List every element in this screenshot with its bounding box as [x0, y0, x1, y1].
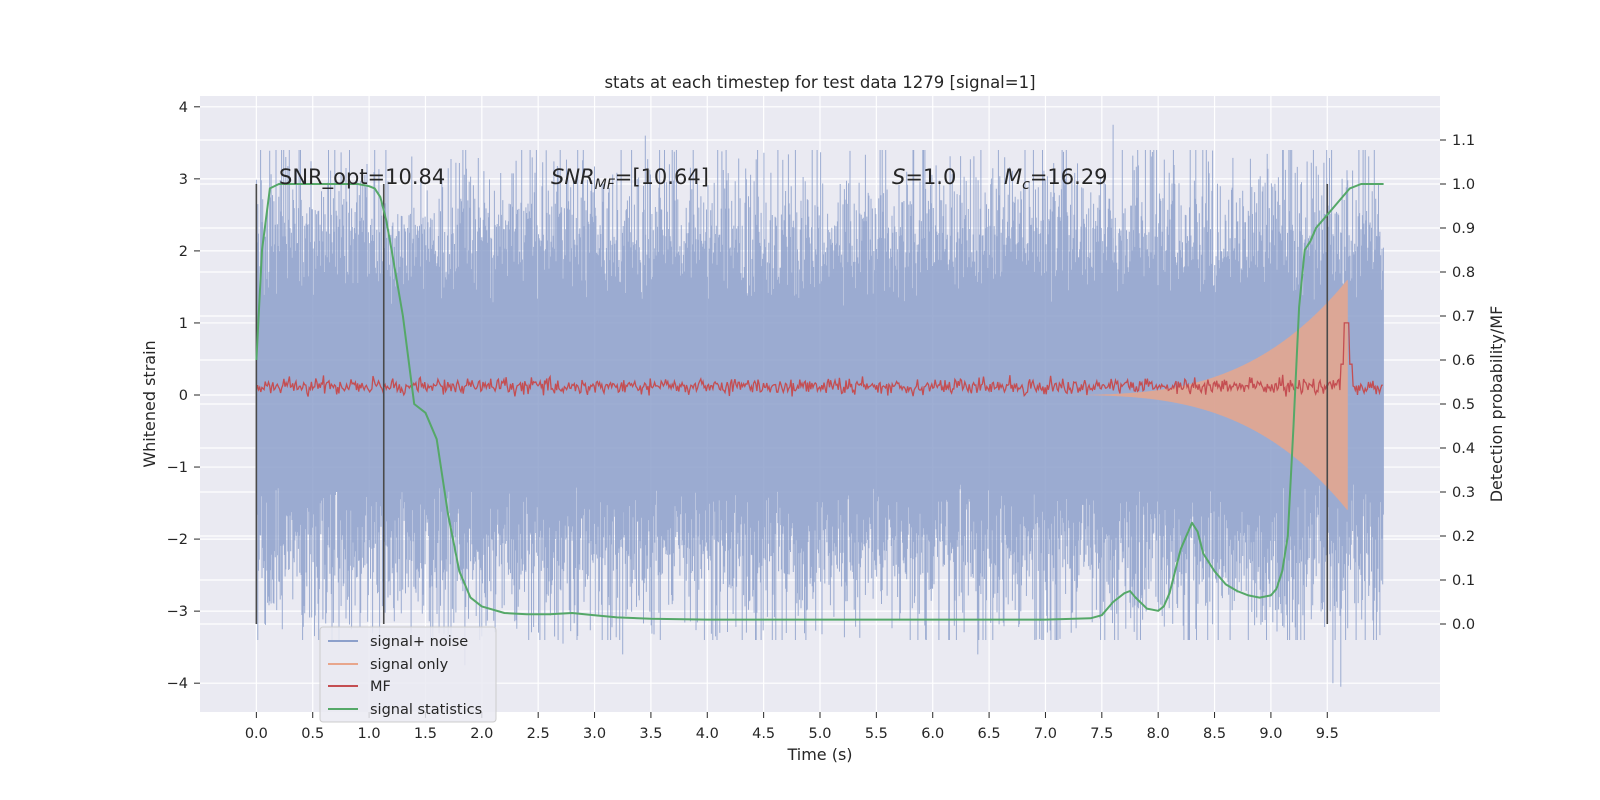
- x-tick-label: 4.0: [696, 726, 719, 742]
- y-right-tick-label: 0.3: [1452, 485, 1475, 501]
- x-tick-label: 0.0: [245, 726, 268, 742]
- y-left-tick-label: 3: [179, 172, 188, 188]
- y-left-tick-label: −4: [167, 676, 188, 692]
- x-tick-label: 2.5: [527, 726, 550, 742]
- x-tick-label: 9.5: [1316, 726, 1339, 742]
- y-right-tick-label: 0.1: [1452, 573, 1475, 589]
- y-axis-right-label: Detection probability/MF: [1487, 306, 1506, 503]
- legend-label-mf: MF: [370, 679, 391, 695]
- y-right-tick-label: 0.6: [1452, 353, 1475, 369]
- x-tick-label: 3.5: [639, 726, 662, 742]
- y-left-tick-label: 1: [179, 316, 188, 332]
- signal-statistics-series: [255, 183, 1384, 621]
- vertical-markers: [255, 184, 1329, 624]
- x-tick-label: 1.5: [414, 726, 437, 742]
- y-right-tick-label: 1.0: [1452, 177, 1475, 193]
- legend-label-signal-noise: signal+ noise: [370, 634, 468, 650]
- legend-box: [319, 626, 497, 723]
- x-tick-label: 8.0: [1147, 726, 1170, 742]
- y-left-tick-label: −3: [167, 604, 188, 620]
- y-right-tick-label: 1.1: [1452, 133, 1475, 149]
- y-right-tick-label: 0.7: [1452, 309, 1475, 325]
- legend-label-signal-statistics: signal statistics: [370, 702, 482, 718]
- signal-only-line: [1071, 280, 1348, 510]
- axis-ticks: 0.0 0.5 1.0 1.5 2.0 2.5 3.0 3.5 4.0 4.5 5.0 5.5 6.0 6…: [167, 100, 1475, 742]
- legend-label-signal-only: signal only: [370, 657, 449, 673]
- mc-annotation: Mc=16.29: [1004, 165, 1108, 193]
- y-right-tick-label: 0.4: [1452, 441, 1475, 457]
- x-tick-label: 7.0: [1034, 726, 1057, 742]
- snr-mf-sub: MF: [595, 177, 616, 193]
- mf-series: [255, 322, 1383, 397]
- y-left-tick-label: −2: [167, 532, 188, 548]
- x-tick-label: 0.5: [301, 726, 324, 742]
- y-left-tick-label: 0: [179, 388, 188, 404]
- x-tick-label: 6.5: [978, 726, 1001, 742]
- mc-base: M: [1004, 165, 1022, 189]
- y-right-tick-label: 0.9: [1452, 221, 1475, 237]
- x-tick-label: 4.5: [752, 726, 775, 742]
- signal-statistics-line: [255, 183, 1384, 621]
- y-left-tick-label: 4: [179, 100, 188, 116]
- legend: signal+ noise signal only MF signal stat…: [319, 626, 497, 723]
- chart-title: stats at each timestep for test data 127…: [604, 73, 1035, 92]
- snr-opt-annotation: SNR_opt=10.84: [279, 165, 445, 190]
- s-base: S: [892, 165, 905, 189]
- y-right-tick-label: 0.2: [1452, 529, 1475, 545]
- s-annotation: S=1.0: [892, 165, 956, 189]
- x-tick-label: 5.5: [865, 726, 888, 742]
- x-tick-label: 5.0: [808, 726, 831, 742]
- y-right-tick-label: 0.0: [1452, 617, 1475, 633]
- x-tick-label: 9.0: [1259, 726, 1282, 742]
- snr-mf-base: SNR: [551, 165, 595, 189]
- y-left-tick-label: −1: [167, 460, 188, 476]
- x-tick-label: 2.0: [470, 726, 493, 742]
- mc-value: =16.29: [1030, 165, 1108, 189]
- y-left-tick-label: 2: [179, 244, 188, 260]
- s-value: =1.0: [905, 165, 956, 189]
- x-tick-label: 6.0: [921, 726, 944, 742]
- snr-mf-annotation: SNRMF=[10.64]: [551, 165, 709, 193]
- x-axis-label: Time (s): [786, 745, 852, 764]
- snr-mf-value: =[10.64]: [615, 165, 709, 189]
- x-tick-label: 8.5: [1203, 726, 1226, 742]
- x-tick-label: 1.0: [358, 726, 381, 742]
- y-right-tick-label: 0.8: [1452, 265, 1475, 281]
- y-right-tick-label: 0.5: [1452, 397, 1475, 413]
- mf-line: [255, 322, 1383, 397]
- y-axis-left-label: Whitened strain: [140, 340, 159, 467]
- mc-sub: c: [1022, 177, 1030, 193]
- signal-only-series: [1071, 280, 1348, 510]
- x-tick-label: 7.5: [1090, 726, 1113, 742]
- x-tick-label: 3.0: [583, 726, 606, 742]
